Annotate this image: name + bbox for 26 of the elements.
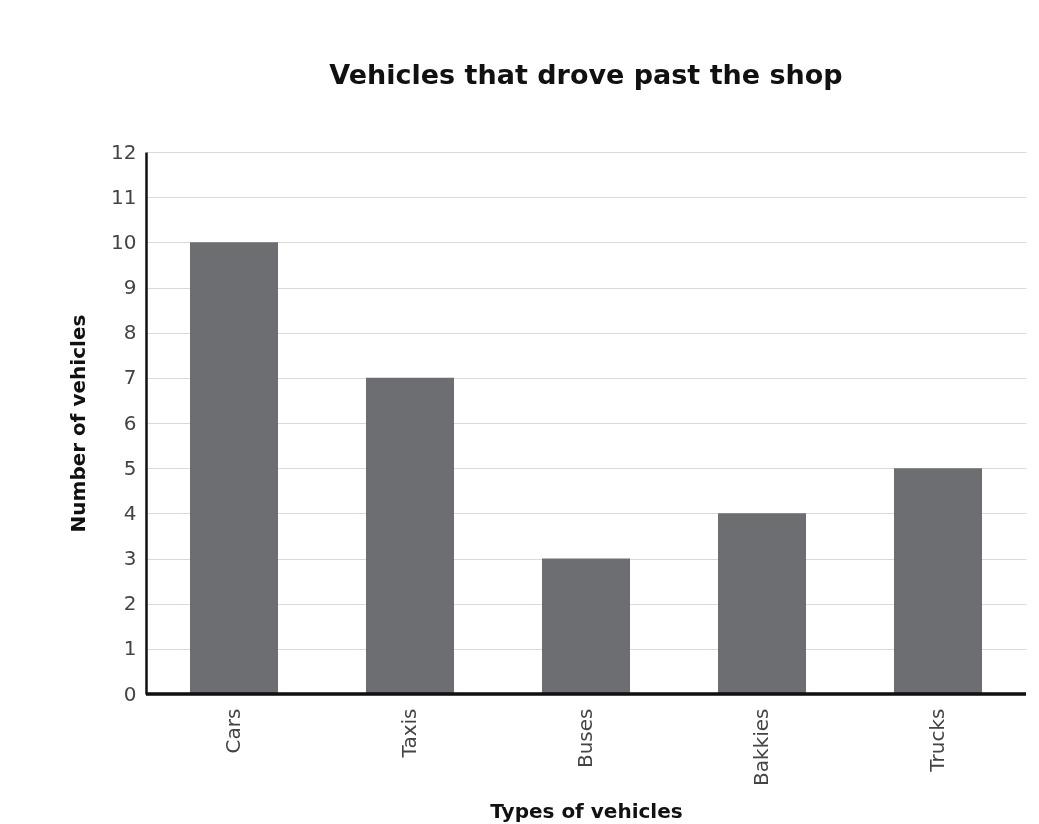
y-tick-label: 1 — [123, 636, 137, 661]
y-tick-label: 6 — [123, 410, 137, 435]
y-tick-label: 10 — [111, 229, 137, 254]
x-tick-label: Taxis — [397, 708, 421, 759]
y-tick-label: 5 — [123, 455, 137, 480]
bar — [718, 513, 806, 694]
y-tick-label: 3 — [123, 546, 137, 570]
x-tick-label: Buses — [573, 708, 597, 769]
y-axis-title: Number of vehicles — [66, 314, 91, 533]
x-axis-title: Types of vehicles — [490, 798, 683, 823]
x-tick-label: Cars — [221, 708, 245, 754]
y-tick-label: 11 — [111, 184, 137, 209]
y-tick-label: 8 — [123, 320, 137, 345]
y-tick-label: 12 — [111, 139, 137, 164]
bar — [190, 242, 278, 694]
bar — [542, 558, 630, 694]
y-tick-label: 7 — [123, 365, 137, 390]
y-tick-label: 9 — [123, 275, 137, 299]
bar — [366, 377, 454, 694]
y-tick-label: 4 — [123, 500, 137, 525]
x-tick-label: Bakkies — [749, 708, 773, 786]
y-tick-label: 0 — [123, 681, 137, 706]
bar — [894, 468, 982, 694]
y-tick-label: 2 — [123, 591, 137, 616]
chart-title: Vehicles that drove past the shop — [329, 59, 843, 90]
x-tick-label: Trucks — [925, 708, 949, 773]
